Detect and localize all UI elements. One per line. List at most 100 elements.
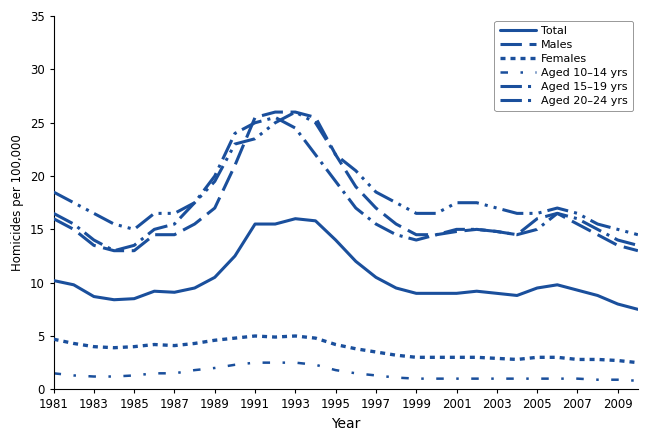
Aged 10–14 yrs (574, 376, 582, 381)
Males (312, 115, 319, 120)
Males (171, 232, 178, 237)
Males (332, 152, 339, 157)
Aged 20–24 yrs (412, 211, 420, 216)
Total (634, 307, 642, 312)
Total (151, 289, 158, 294)
Males (513, 232, 521, 237)
Total (291, 216, 299, 221)
Y-axis label: Homicides per 100,000: Homicides per 100,000 (11, 134, 24, 271)
Aged 15–19 yrs (231, 131, 239, 136)
Aged 10–14 yrs (211, 366, 219, 371)
Aged 10–14 yrs (50, 371, 58, 376)
Aged 15–19 yrs (554, 211, 561, 216)
Legend: Total, Males, Females, Aged 10–14 yrs, Aged 15–19 yrs, Aged 20–24 yrs: Total, Males, Females, Aged 10–14 yrs, A… (495, 21, 633, 111)
Total (513, 293, 521, 298)
Total (493, 291, 501, 296)
Aged 10–14 yrs (251, 360, 259, 365)
Aged 15–19 yrs (332, 179, 339, 184)
Males (70, 227, 78, 232)
Females (110, 345, 118, 351)
Total (594, 293, 602, 298)
Aged 15–19 yrs (412, 237, 420, 243)
Aged 20–24 yrs (392, 200, 400, 206)
Males (594, 232, 602, 237)
Aged 10–14 yrs (513, 376, 521, 381)
Aged 15–19 yrs (130, 243, 138, 248)
Total (171, 290, 178, 295)
Aged 10–14 yrs (151, 371, 158, 376)
Females (554, 354, 561, 360)
Females (50, 336, 58, 342)
Line: Males: Males (54, 112, 638, 251)
Females (513, 357, 521, 362)
Aged 15–19 yrs (634, 243, 642, 248)
Aged 20–24 yrs (332, 152, 339, 157)
Males (191, 221, 199, 227)
Females (231, 335, 239, 341)
Total (130, 296, 138, 301)
Females (574, 357, 582, 362)
Total (452, 291, 460, 296)
Total (332, 237, 339, 243)
Aged 20–24 yrs (90, 211, 98, 216)
Males (110, 248, 118, 253)
Aged 10–14 yrs (432, 376, 440, 381)
Males (392, 221, 400, 227)
Females (312, 335, 319, 341)
Males (231, 163, 239, 168)
Aged 10–14 yrs (412, 376, 420, 381)
Total (211, 274, 219, 280)
Males (50, 216, 58, 221)
Aged 10–14 yrs (614, 377, 622, 382)
Aged 10–14 yrs (392, 375, 400, 380)
Males (291, 110, 299, 115)
Males (130, 248, 138, 253)
Aged 15–19 yrs (533, 227, 541, 232)
Females (614, 358, 622, 363)
Total (231, 253, 239, 259)
Aged 10–14 yrs (291, 360, 299, 365)
Aged 10–14 yrs (70, 373, 78, 378)
Total (432, 291, 440, 296)
Females (271, 335, 279, 340)
Aged 15–19 yrs (251, 120, 259, 126)
Aged 20–24 yrs (352, 168, 360, 173)
Total (90, 294, 98, 299)
Aged 10–14 yrs (473, 376, 481, 381)
Total (574, 287, 582, 293)
Aged 10–14 yrs (171, 371, 178, 376)
Aged 20–24 yrs (312, 120, 319, 126)
Females (130, 344, 138, 349)
Aged 15–19 yrs (372, 221, 380, 227)
Females (634, 360, 642, 365)
Males (493, 229, 501, 234)
Aged 15–19 yrs (50, 211, 58, 216)
Aged 10–14 yrs (231, 362, 239, 367)
Aged 15–19 yrs (452, 227, 460, 232)
Aged 10–14 yrs (554, 376, 561, 381)
Aged 15–19 yrs (392, 232, 400, 237)
Aged 10–14 yrs (332, 367, 339, 373)
Aged 15–19 yrs (191, 200, 199, 206)
Aged 20–24 yrs (574, 211, 582, 216)
Females (432, 354, 440, 360)
Aged 15–19 yrs (171, 221, 178, 227)
Aged 20–24 yrs (634, 232, 642, 237)
Aged 15–19 yrs (473, 227, 481, 232)
Males (412, 232, 420, 237)
Females (90, 344, 98, 349)
Total (271, 221, 279, 227)
Males (452, 229, 460, 234)
Aged 15–19 yrs (312, 152, 319, 157)
Total (372, 274, 380, 280)
Males (533, 216, 541, 221)
Total (70, 282, 78, 287)
Aged 10–14 yrs (372, 373, 380, 378)
Males (473, 227, 481, 232)
Line: Aged 10–14 yrs: Aged 10–14 yrs (54, 362, 638, 381)
Aged 20–24 yrs (432, 211, 440, 216)
Females (211, 338, 219, 343)
Males (634, 248, 642, 253)
Females (473, 354, 481, 360)
Females (452, 354, 460, 360)
